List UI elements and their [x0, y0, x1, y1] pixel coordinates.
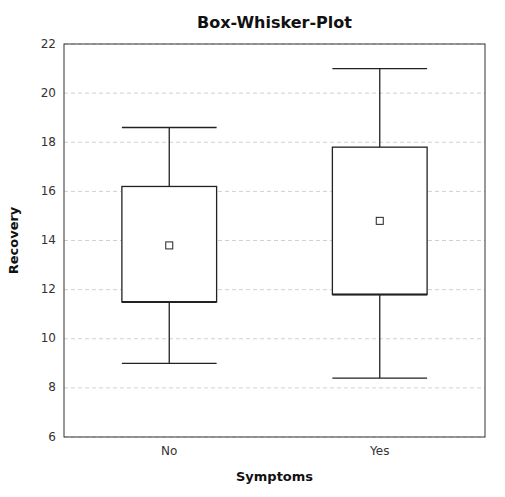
x-tick-label: Yes	[369, 444, 389, 458]
title: Box-Whisker-Plot	[197, 13, 352, 32]
y-tick-label: 16	[41, 184, 56, 198]
whisker-low	[169, 302, 170, 363]
x-tick-label: No	[161, 444, 177, 458]
y-tick-label: 22	[41, 37, 56, 51]
y-tick-label: 20	[41, 86, 56, 100]
median	[332, 294, 427, 296]
mean-marker	[376, 217, 383, 224]
y-tick-label: 14	[41, 233, 56, 247]
grid-line	[64, 142, 485, 143]
y-tick-label: 18	[41, 135, 56, 149]
y-tick-label: 6	[48, 430, 56, 444]
grid-line	[64, 93, 485, 94]
mean-marker	[166, 242, 173, 249]
cap-low	[332, 377, 427, 378]
y-axis-label: Recovery	[6, 206, 21, 274]
cap-high	[122, 127, 217, 128]
plot-frame	[64, 44, 485, 437]
cap-high	[332, 68, 427, 69]
box	[332, 147, 427, 294]
cap-low	[122, 363, 217, 364]
y-tick-label: 12	[41, 282, 56, 296]
median	[122, 301, 217, 303]
chart-svg: 6 8 10 12 14 16 18 20 22 No Yes Box-Whisker-Plot Sym…	[0, 0, 505, 497]
whisker-low	[379, 295, 380, 379]
whisker-high	[169, 128, 170, 187]
box-group	[332, 69, 427, 378]
grid	[64, 44, 485, 437]
grid-line	[64, 338, 485, 339]
y-tick-label: 10	[41, 331, 56, 345]
y-tick-label: 8	[48, 380, 56, 394]
box	[122, 186, 217, 301]
x-axis-label: Symptoms	[236, 469, 313, 484]
chart-container: 6 8 10 12 14 16 18 20 22 No Yes Box-Whisker-Plot Sym…	[0, 0, 505, 497]
page: {"chart_data": {"type": "box", "title": …	[0, 0, 505, 497]
grid-line	[64, 387, 485, 388]
whisker-high	[379, 69, 380, 148]
box-group	[122, 128, 217, 364]
boxes	[122, 69, 427, 378]
